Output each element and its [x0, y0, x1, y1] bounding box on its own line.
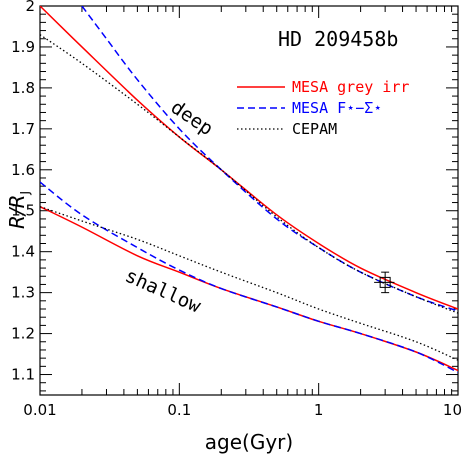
- x-axis-label: age(Gyr): [205, 430, 293, 454]
- y-tick-label: 1.6: [11, 161, 35, 179]
- y-axis-label-sub: J: [18, 191, 32, 196]
- y-tick-label: 1.9: [11, 38, 35, 56]
- x-tick-label: 0.1: [167, 401, 191, 419]
- y-tick-label: 1.3: [11, 284, 35, 302]
- obs-marker: [379, 276, 391, 288]
- y-tick-label: 1.1: [11, 366, 35, 384]
- series-line-shallow-solid: [40, 205, 458, 372]
- series-line-shallow-dashed: [40, 181, 458, 374]
- y-tick-label: 1.2: [11, 325, 35, 343]
- legend-label: CEPAM: [292, 120, 337, 138]
- series-line-deep-dotted: [40, 34, 458, 314]
- legend-label: MESA grey irr: [292, 78, 409, 96]
- y-axis-ticks: 1.1 1.2 1.3 1.4 1.5 1.6 1.7 1.8 1.9 2: [11, 0, 458, 392]
- legend-label: MESA F⋆−Σ⋆: [292, 99, 382, 117]
- y-tick-label: 1.8: [11, 79, 35, 97]
- series-line-deep-dashed: [81, 6, 458, 312]
- x-tick-label: 10: [443, 401, 462, 419]
- observation-point: [374, 271, 395, 294]
- y-axis-label: R/RJ: [5, 191, 32, 229]
- y-tick-label: 2: [25, 0, 35, 15]
- plot-frame: [39, 5, 459, 396]
- y-tick-label: 1.4: [11, 243, 35, 261]
- x-tick-label: 0.01: [23, 401, 56, 419]
- legend: MESA grey irr MESA F⋆−Σ⋆ CEPAM: [237, 78, 409, 138]
- series-line-deep-solid: [40, 6, 458, 310]
- series-layer: [40, 6, 458, 374]
- annotation-shallow: shallow: [122, 265, 205, 318]
- svg-text:R/RJ: R/RJ: [5, 191, 32, 229]
- y-axis-label-main: R/R: [5, 195, 29, 230]
- x-axis-ticks: 0.01 0.1 1 10: [23, 6, 462, 419]
- y-tick-label: 1.5: [11, 202, 35, 220]
- y-tick-label: 1.7: [11, 120, 35, 138]
- grid-frame: [39, 5, 459, 396]
- chart-title: HD 209458b: [278, 27, 398, 51]
- x-tick-label: 1: [314, 401, 324, 419]
